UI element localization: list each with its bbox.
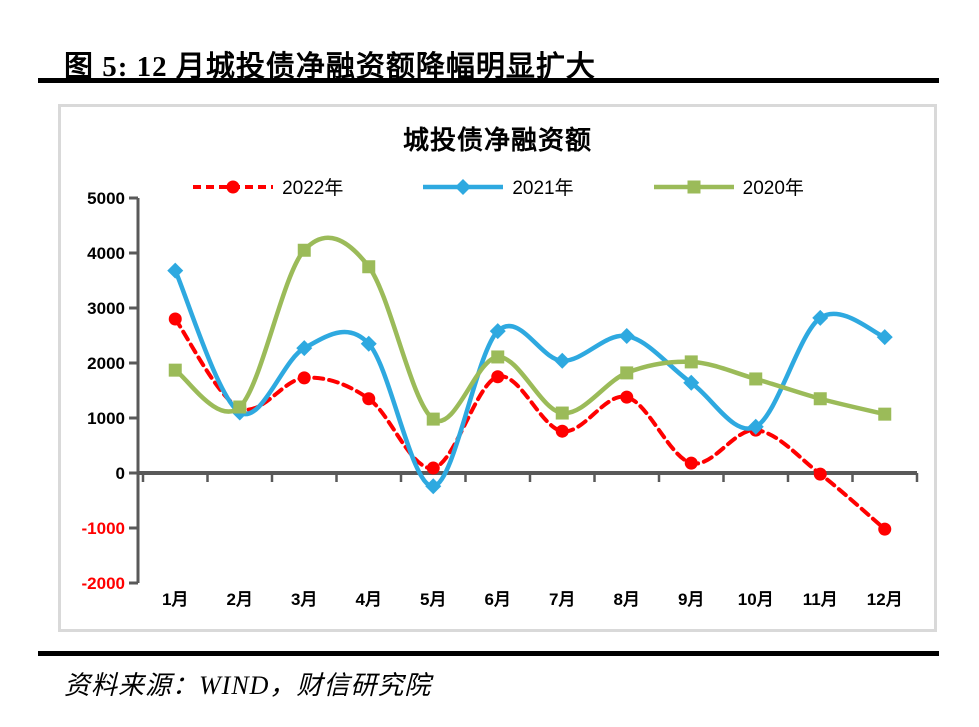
series-marker-2020年	[878, 407, 892, 421]
x-tick-label: 7月	[549, 590, 575, 609]
x-tick-label: 1月	[162, 590, 188, 609]
y-tick-label: -2000	[82, 574, 125, 593]
chart-legend: 2022年 2021年 2020年	[61, 173, 934, 200]
x-tick-label: 2月	[227, 590, 253, 609]
series-marker-2021年	[425, 478, 442, 495]
series-marker-2021年	[296, 340, 313, 357]
series-marker-2021年	[876, 329, 893, 346]
series-marker-2021年	[747, 418, 764, 435]
series-marker-2021年	[554, 352, 571, 369]
x-tick-label: 10月	[738, 590, 774, 609]
series-marker-2021年	[167, 262, 184, 279]
source-note: 资料来源：WIND，财信研究院	[64, 671, 432, 700]
y-tick-label: 5000	[87, 189, 125, 208]
legend-marker	[455, 178, 472, 195]
footer-divider	[38, 651, 939, 656]
legend-label: 2021年	[512, 178, 574, 199]
series-marker-2020年	[555, 406, 569, 420]
series-marker-2021年	[812, 309, 829, 326]
series-line-2022年	[173, 317, 887, 532]
series-marker-2022年	[297, 371, 311, 385]
x-tick-label: 6月	[485, 590, 511, 609]
series-marker-2022年	[491, 370, 505, 384]
y-tick-label: -1000	[82, 519, 125, 538]
y-tick-label: 2000	[87, 354, 125, 373]
legend-item-2022年: 2022年	[191, 173, 343, 200]
legend-item-2021年: 2021年	[421, 173, 574, 200]
x-tick-label: 3月	[291, 590, 317, 609]
x-tick-label: 4月	[356, 590, 382, 609]
series-marker-2021年	[489, 323, 506, 340]
series-marker-2022年	[878, 522, 892, 536]
x-tick-label: 9月	[678, 590, 704, 609]
legend-sample-diamond	[423, 178, 504, 195]
legend-sample-square	[653, 180, 734, 193]
series-marker-2020年	[297, 243, 311, 257]
legend-item-2020年: 2020年	[652, 173, 804, 200]
title-divider	[38, 78, 939, 83]
series-marker-2021年	[618, 328, 635, 345]
chart-title: 城投债净融资额	[402, 125, 592, 155]
x-tick-label: 8月	[614, 590, 640, 609]
series-marker-2020年	[233, 400, 247, 414]
x-tick-label: 5月	[420, 590, 446, 609]
legend-marker	[226, 180, 240, 193]
series-marker-2020年	[168, 363, 182, 377]
series-marker-2022年	[362, 392, 376, 406]
series-marker-2020年	[491, 350, 505, 364]
series-marker-2021年	[683, 374, 700, 391]
y-tick-label: 0	[116, 464, 125, 483]
x-tick-label: 12月	[867, 590, 903, 609]
series-marker-2022年	[555, 424, 569, 438]
legend-sample-circle	[193, 180, 274, 193]
series-marker-2020年	[749, 372, 763, 386]
series-marker-2020年	[684, 355, 698, 369]
y-tick-label: 3000	[87, 299, 125, 318]
legend-label: 2022年	[282, 178, 344, 199]
legend-label: 2020年	[742, 178, 804, 199]
series-marker-2022年	[684, 456, 698, 470]
series-marker-2022年	[620, 390, 634, 404]
series-marker-2022年	[426, 461, 440, 475]
x-tick-label: 11月	[803, 590, 838, 609]
series-marker-2020年	[426, 412, 440, 426]
series-marker-2020年	[362, 260, 376, 274]
y-tick-label: 1000	[87, 409, 125, 428]
chart-container: 5000 4000 3000 2000 1000 0 -1000 -2000 1月 2月 3月 4月 5…	[58, 104, 937, 632]
series-marker-2022年	[168, 312, 182, 326]
y-tick-label: 4000	[87, 244, 125, 263]
series-marker-2021年	[360, 335, 377, 352]
series-marker-2020年	[620, 366, 634, 380]
legend-marker	[687, 180, 701, 193]
chart-plot-area: 5000 4000 3000 2000 1000 0 -1000 -2000 1月 2月 3月 4月 5…	[82, 189, 919, 609]
series-marker-2022年	[813, 467, 827, 481]
series-marker-2020年	[813, 392, 827, 406]
